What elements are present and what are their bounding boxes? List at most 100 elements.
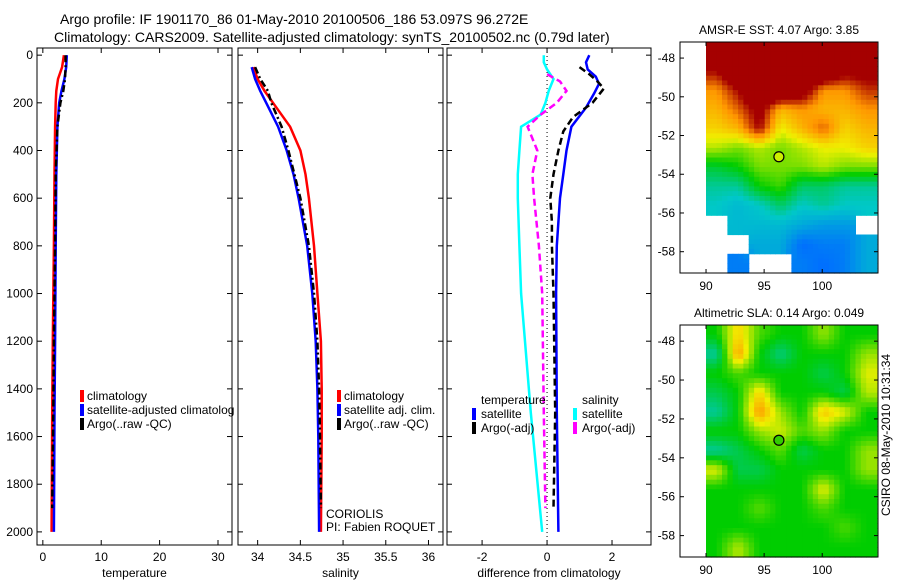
map-cell	[834, 392, 840, 399]
map-cell	[834, 479, 840, 486]
map-cell	[716, 470, 723, 476]
map-cell	[839, 61, 846, 67]
map-cell	[780, 455, 787, 461]
map-cell	[844, 109, 851, 115]
map-cell	[716, 508, 723, 515]
map-cell	[834, 358, 840, 365]
map-cell	[711, 46, 718, 53]
map-cell	[743, 523, 750, 529]
map-cell	[764, 167, 771, 173]
map-cell	[722, 542, 728, 548]
map-cell	[828, 42, 835, 48]
map-cell	[855, 128, 862, 134]
map-cell	[812, 460, 819, 466]
map-cell	[828, 368, 835, 374]
map-cell	[775, 494, 782, 500]
map-cell	[834, 518, 840, 524]
map-cell	[791, 470, 798, 476]
map-cell	[871, 542, 878, 548]
map-cell	[839, 239, 846, 245]
map-cell	[796, 402, 803, 408]
map-cell	[786, 373, 792, 379]
map-cell	[807, 138, 814, 144]
map-cell	[834, 368, 840, 374]
map-cell	[732, 431, 739, 437]
map-cell	[855, 75, 862, 82]
map-cell	[786, 402, 792, 408]
map-cell	[748, 94, 755, 101]
map-cell	[786, 358, 792, 365]
map-cell	[770, 363, 776, 370]
map-cell	[834, 157, 840, 163]
map-cell	[775, 42, 782, 48]
map-cell	[732, 426, 739, 432]
map-cell	[850, 123, 856, 130]
map-cell	[866, 138, 873, 144]
map-cell	[722, 181, 728, 187]
map-cell	[780, 465, 787, 471]
map-cell	[732, 503, 739, 510]
map-cell	[834, 344, 840, 350]
map-cell	[764, 503, 771, 510]
map-cell	[759, 445, 766, 452]
map-cell	[791, 426, 798, 432]
map-cell	[786, 542, 792, 548]
map-cell	[807, 373, 814, 379]
map-cell	[828, 104, 835, 110]
map-cell	[807, 407, 814, 413]
map-cell	[850, 143, 856, 149]
map-cell	[807, 143, 814, 149]
map-cell	[791, 104, 798, 110]
map-cell	[807, 378, 814, 384]
map-cell	[727, 484, 734, 490]
map-cell	[743, 465, 750, 471]
map-cell	[855, 373, 862, 379]
map-cell	[855, 484, 862, 490]
map-cell	[850, 162, 856, 168]
map-cell	[743, 147, 750, 154]
map-cell	[871, 503, 878, 510]
map-cell	[754, 445, 760, 452]
map-cell	[839, 244, 846, 250]
map-cell	[727, 542, 734, 548]
map-cell	[828, 138, 835, 144]
map-cell	[812, 205, 819, 211]
map-cell	[828, 258, 835, 264]
map-cell	[871, 143, 878, 149]
map-cell	[866, 508, 873, 515]
map-cell	[871, 66, 878, 72]
map-cell	[834, 210, 840, 216]
map-cell	[818, 147, 824, 154]
map-cell	[818, 368, 824, 374]
map-cell	[802, 334, 808, 341]
map-cell	[732, 513, 739, 519]
map-cell	[770, 109, 776, 115]
map-cell	[796, 61, 803, 67]
map-cell	[850, 109, 856, 115]
map-cell	[866, 339, 873, 345]
map-cell	[791, 75, 798, 82]
map-cell	[812, 484, 819, 490]
map-cell	[770, 75, 776, 82]
map-cell	[823, 329, 830, 336]
map-cell	[743, 94, 750, 101]
map-cell	[775, 489, 782, 495]
map-cell	[828, 503, 835, 510]
map-cell	[727, 460, 734, 466]
map-cell	[871, 368, 878, 374]
map-cell	[807, 363, 814, 370]
map-cell	[823, 416, 830, 423]
map-cell	[818, 196, 824, 202]
map-cell	[802, 542, 808, 548]
map-cell	[796, 470, 803, 476]
map-cell	[732, 547, 739, 553]
map-cell	[764, 484, 771, 490]
x-axis-label: temperature	[102, 566, 167, 580]
map-cell	[796, 220, 803, 226]
map-cell	[722, 552, 728, 558]
map-cell	[818, 119, 824, 125]
map-cell	[748, 171, 755, 178]
map-cell	[855, 200, 862, 207]
map-cell	[711, 109, 718, 115]
map-cell	[834, 489, 840, 495]
